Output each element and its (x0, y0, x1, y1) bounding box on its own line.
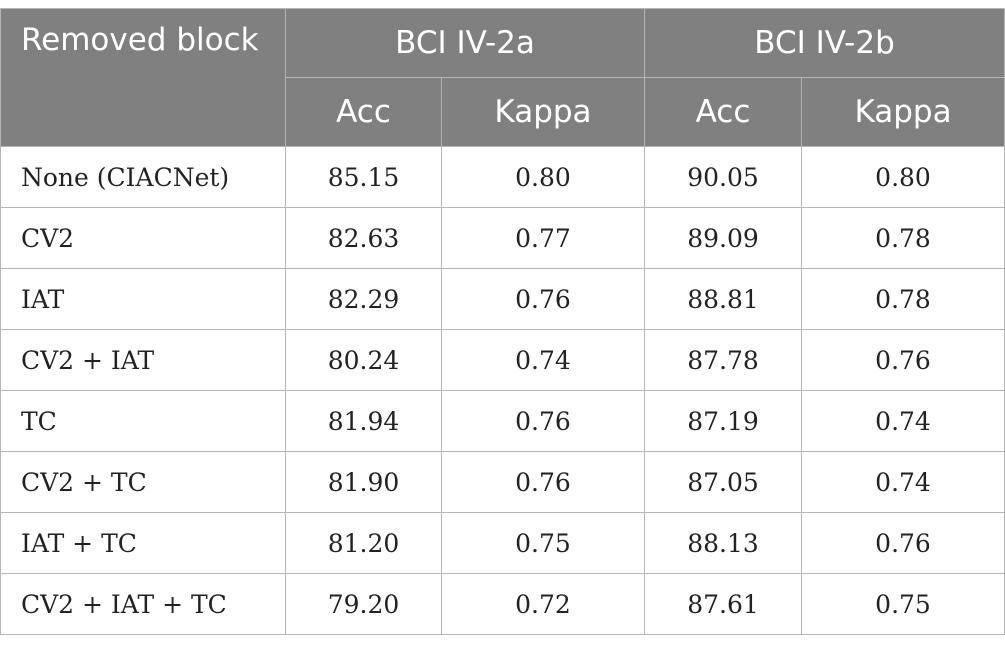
row-label: CV2 + IAT + TC (0, 573, 286, 635)
cell-2b-kappa: 0.78 (800, 207, 1005, 269)
cell-2a-kappa: 0.77 (441, 207, 645, 269)
row-label: IAT + TC (0, 512, 286, 574)
row-label: CV2 (0, 207, 286, 269)
row-label: TC (0, 390, 286, 452)
table-row: TC 81.94 0.76 87.19 0.74 (0, 390, 1005, 452)
cell-2b-acc: 87.78 (644, 329, 802, 391)
cell-2a-kappa: 0.72 (441, 573, 645, 635)
cell-2b-kappa: 0.76 (800, 512, 1005, 574)
group-header-bci-iv-2a: BCI IV-2a (285, 8, 645, 78)
table-row: IAT + TC 81.20 0.75 88.13 0.76 (0, 512, 1005, 574)
cell-2b-acc: 87.19 (644, 390, 802, 452)
cell-2a-kappa: 0.76 (441, 268, 645, 330)
cell-2b-acc: 87.61 (644, 573, 802, 635)
cell-2a-acc: 80.24 (285, 329, 442, 391)
subheader-2b-kappa: Kappa (800, 77, 1005, 147)
cell-2b-acc: 88.81 (644, 268, 802, 330)
table-row: CV2 + TC 81.90 0.76 87.05 0.74 (0, 451, 1005, 513)
ablation-table: Removed block BCI IV-2a BCI IV-2b Acc Ka… (0, 8, 1005, 635)
row-label: CV2 + IAT (0, 329, 286, 391)
row-label: IAT (0, 268, 286, 330)
cell-2a-kappa: 0.75 (441, 512, 645, 574)
cell-2a-acc: 85.15 (285, 146, 442, 208)
cell-2b-kappa: 0.74 (800, 390, 1005, 452)
cell-2b-kappa: 0.78 (800, 268, 1005, 330)
table-row: IAT 82.29 0.76 88.81 0.78 (0, 268, 1005, 330)
row-label: CV2 + TC (0, 451, 286, 513)
cell-2a-acc: 81.90 (285, 451, 442, 513)
removed-block-header: Removed block (0, 8, 286, 147)
table-body: None (CIACNet) 85.15 0.80 90.05 0.80 CV2 82.63… (0, 146, 1005, 635)
group-header-bci-iv-2b: BCI IV-2b (643, 8, 1005, 78)
cell-2a-kappa: 0.76 (441, 451, 645, 513)
cell-2a-kappa: 0.74 (441, 329, 645, 391)
table-row: CV2 82.63 0.77 89.09 0.78 (0, 207, 1005, 269)
table-row: CV2 + IAT 80.24 0.74 87.78 0.76 (0, 329, 1005, 391)
table-header: Removed block BCI IV-2a BCI IV-2b Acc Ka… (0, 8, 1005, 147)
subheader-2a-acc: Acc (285, 77, 442, 147)
subheader-2b-acc: Acc (644, 77, 802, 147)
cell-2b-acc: 88.13 (644, 512, 802, 574)
cell-2a-kappa: 0.80 (441, 146, 645, 208)
cell-2b-acc: 87.05 (644, 451, 802, 513)
cell-2a-acc: 82.63 (285, 207, 442, 269)
subheader-2a-kappa: Kappa (441, 77, 645, 147)
cell-2b-kappa: 0.80 (800, 146, 1005, 208)
cell-2a-acc: 79.20 (285, 573, 442, 635)
cell-2a-kappa: 0.76 (441, 390, 645, 452)
cell-2b-acc: 89.09 (644, 207, 802, 269)
table-row: CV2 + IAT + TC 79.20 0.72 87.61 0.75 (0, 573, 1005, 635)
cell-2a-acc: 81.94 (285, 390, 442, 452)
row-label: None (CIACNet) (0, 146, 286, 208)
table-row: None (CIACNet) 85.15 0.80 90.05 0.80 (0, 146, 1005, 208)
cell-2b-kappa: 0.75 (800, 573, 1005, 635)
cell-2a-acc: 81.20 (285, 512, 442, 574)
cell-2b-acc: 90.05 (644, 146, 802, 208)
cell-2b-kappa: 0.76 (800, 329, 1005, 391)
cell-2a-acc: 82.29 (285, 268, 442, 330)
cell-2b-kappa: 0.74 (800, 451, 1005, 513)
